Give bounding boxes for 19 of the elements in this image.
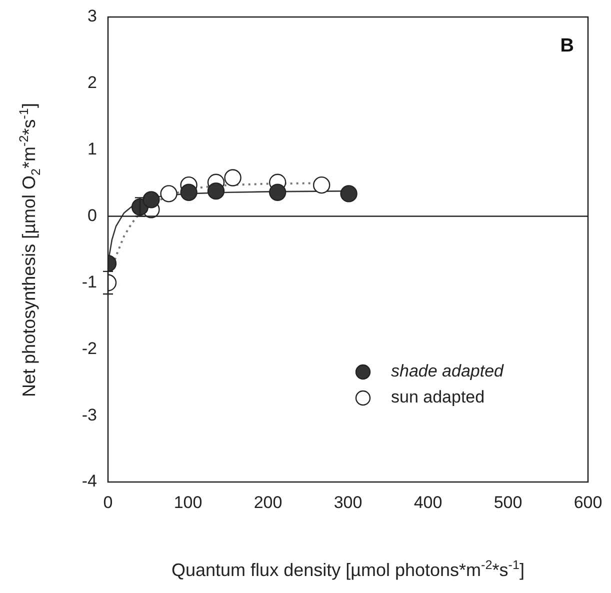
annotation: B: [560, 36, 574, 57]
y-tick-label: 2: [88, 73, 97, 92]
x-axis-title: Quantum flux density [µmol photons*m$^{-2}$*s$^{-1}$]: [170, 558, 526, 581]
y-tick-label: 0: [88, 206, 97, 225]
x-tick-label: 300: [334, 492, 362, 512]
y-tick-label: -3: [82, 405, 97, 424]
y-tick-label: -4: [82, 472, 97, 491]
x-tick-label: 200: [254, 492, 282, 512]
y-tick-label: -2: [82, 338, 97, 358]
x-tick-label: 400: [414, 492, 442, 512]
y-tick-label: 3: [88, 6, 97, 26]
x-tick-label: 600: [574, 492, 602, 512]
x-tick-label: 500: [494, 492, 522, 512]
legend-label: sun adapted: [391, 388, 485, 407]
y-tick-label: -1: [82, 272, 97, 292]
y-tick-label: 1: [88, 140, 97, 159]
x-tick-label: 100: [174, 492, 202, 512]
legend-label: shade adapted: [391, 362, 504, 381]
x-tick-label: 0: [103, 492, 113, 512]
